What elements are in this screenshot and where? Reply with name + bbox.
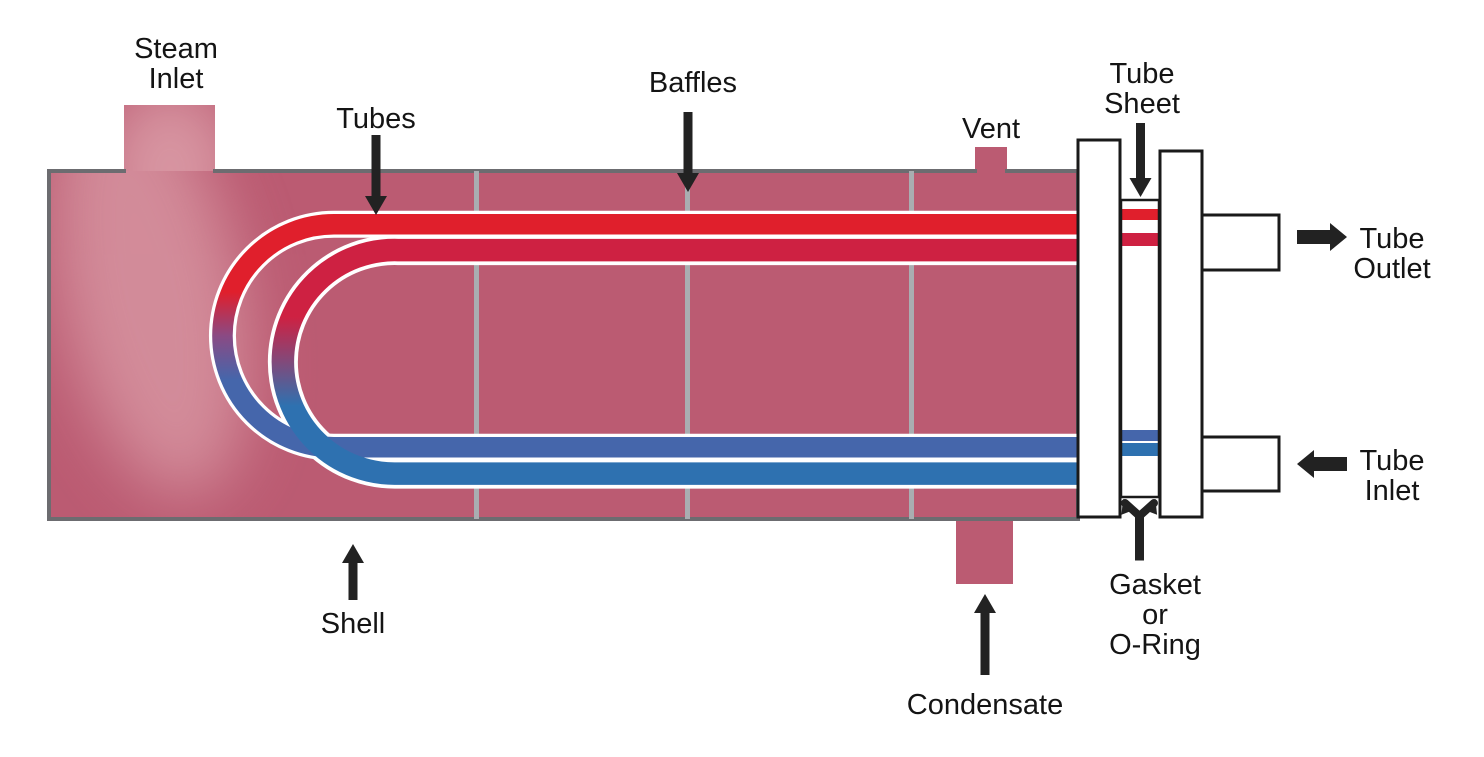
svg-text:Sheet: Sheet — [1104, 88, 1180, 120]
svg-text:Tubes: Tubes — [336, 103, 416, 135]
svg-text:Tube: Tube — [1109, 58, 1174, 90]
svg-text:Vent: Vent — [962, 113, 1020, 145]
svg-text:Baffles: Baffles — [649, 67, 737, 99]
svg-text:Inlet: Inlet — [149, 63, 204, 95]
svg-text:Condensate: Condensate — [907, 689, 1063, 721]
svg-text:or: or — [1142, 599, 1168, 631]
svg-text:Outlet: Outlet — [1353, 253, 1430, 285]
svg-text:O-Ring: O-Ring — [1109, 629, 1201, 661]
svg-text:Gasket: Gasket — [1109, 569, 1201, 601]
svg-text:Tube: Tube — [1359, 223, 1424, 255]
svg-text:Steam: Steam — [134, 33, 218, 65]
svg-text:Tube: Tube — [1359, 445, 1424, 477]
svg-text:Inlet: Inlet — [1365, 475, 1420, 507]
svg-text:Shell: Shell — [321, 608, 386, 640]
